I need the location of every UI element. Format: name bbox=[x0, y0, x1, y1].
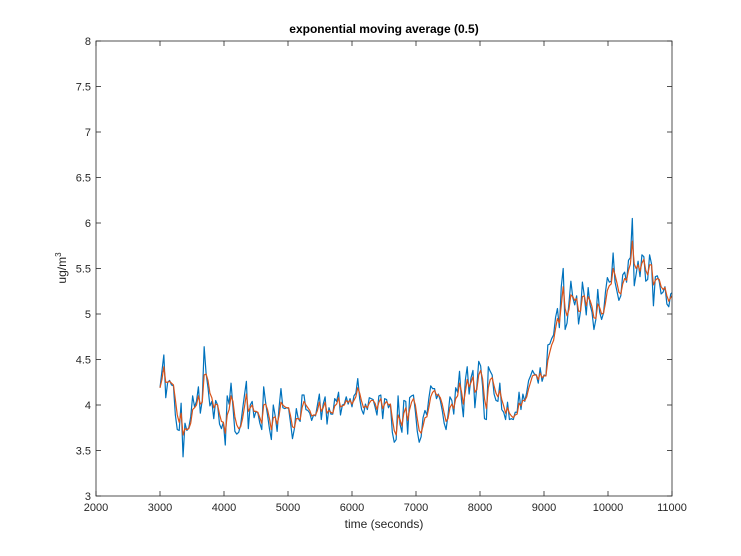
x-tick-label: 8000 bbox=[468, 502, 492, 514]
x-tick-label: 4000 bbox=[212, 502, 236, 514]
y-tick-label: 6 bbox=[85, 218, 91, 230]
x-tick-label: 5000 bbox=[276, 502, 300, 514]
plot-area bbox=[96, 41, 672, 496]
series-line-ema bbox=[159, 240, 672, 436]
x-tick-label: 11000 bbox=[657, 502, 687, 514]
chart-title: exponential moving average (0.5) bbox=[289, 22, 478, 36]
y-tick-label: 5.5 bbox=[76, 264, 91, 276]
y-axis-label-main: ug/m bbox=[55, 257, 69, 284]
x-tick-label: 3000 bbox=[148, 502, 172, 514]
y-tick-label: 3 bbox=[85, 491, 91, 503]
y-tick-label: 8 bbox=[85, 36, 91, 48]
x-tick-label: 2000 bbox=[84, 502, 108, 514]
y-axis-label-superscript: 3 bbox=[54, 252, 63, 257]
y-tick-label: 4.5 bbox=[76, 355, 91, 367]
y-axis-label: ug/m3 bbox=[54, 252, 69, 284]
x-axis-label: time (seconds) bbox=[345, 517, 424, 531]
series-layer bbox=[159, 217, 672, 458]
y-tick-label: 7.5 bbox=[76, 82, 91, 94]
x-axis: 2000 3000 4000 5000 6000 7000 8000 9000 10000 110… bbox=[84, 41, 687, 514]
x-tick-label: 7000 bbox=[404, 502, 428, 514]
y-tick-label: 6.5 bbox=[76, 173, 91, 185]
y-tick-label: 5 bbox=[85, 309, 91, 321]
x-tick-label: 6000 bbox=[340, 502, 364, 514]
x-tick-label: 10000 bbox=[593, 502, 624, 514]
y-axis: 3 3.5 4 4.5 5 5.5 6 6.5 7 7.5 8 bbox=[76, 36, 672, 503]
y-tick-label: 4 bbox=[85, 400, 91, 412]
x-tick-label: 9000 bbox=[532, 502, 556, 514]
y-tick-label: 7 bbox=[85, 127, 91, 139]
y-tick-label: 3.5 bbox=[76, 446, 91, 458]
